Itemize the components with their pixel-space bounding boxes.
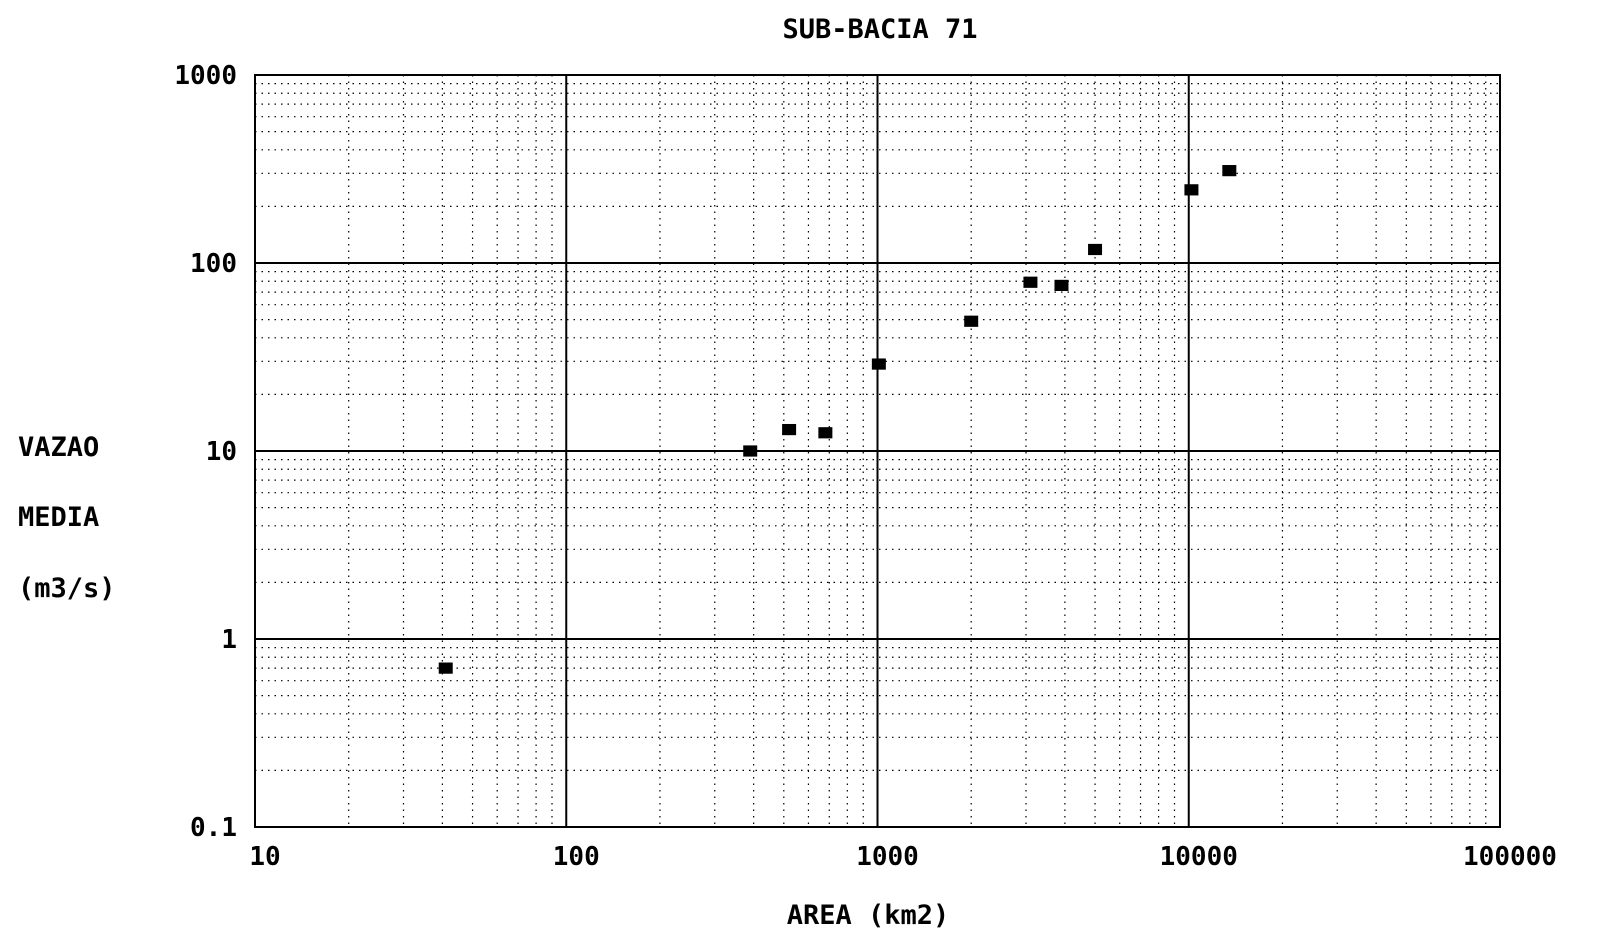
data-point	[964, 315, 979, 327]
axes-layer	[254, 74, 1501, 828]
tick-labels: 10 100 1000 10000 100000 1000 100 10 1 0.1	[174, 61, 1557, 872]
plot-frame	[254, 74, 1501, 828]
data-point	[1023, 276, 1038, 288]
y-tick-label: 0.1	[190, 813, 237, 843]
data-point	[1184, 184, 1199, 196]
y-axis-label-line-1: VAZAO	[18, 432, 99, 463]
x-tick-label: 10000	[1160, 842, 1238, 872]
x-tick-label: 100000	[1463, 842, 1557, 872]
data-point	[818, 427, 833, 439]
y-axis-label-line-2: MEDIA	[18, 502, 99, 533]
y-axis-label-line-3: (m3/s)	[18, 573, 116, 604]
data-point	[1088, 243, 1103, 256]
data-point	[1222, 165, 1237, 177]
x-axis-label: AREA (km2)	[787, 900, 950, 931]
data-point	[1054, 279, 1069, 292]
y-tick-label: 10	[206, 437, 237, 467]
data-point	[871, 358, 886, 370]
data-point	[743, 445, 758, 457]
data-point	[438, 662, 453, 674]
y-tick-label: 100	[190, 249, 237, 279]
data-points	[438, 165, 1237, 674]
data-point	[782, 423, 797, 436]
chart-title: SUB-BACIA 71	[782, 14, 977, 45]
y-tick-label: 1000	[174, 61, 237, 91]
x-tick-label: 1000	[856, 842, 919, 872]
y-tick-label: 1	[221, 625, 237, 655]
x-tick-label: 100	[553, 842, 600, 872]
x-tick-label: 10	[249, 842, 280, 872]
